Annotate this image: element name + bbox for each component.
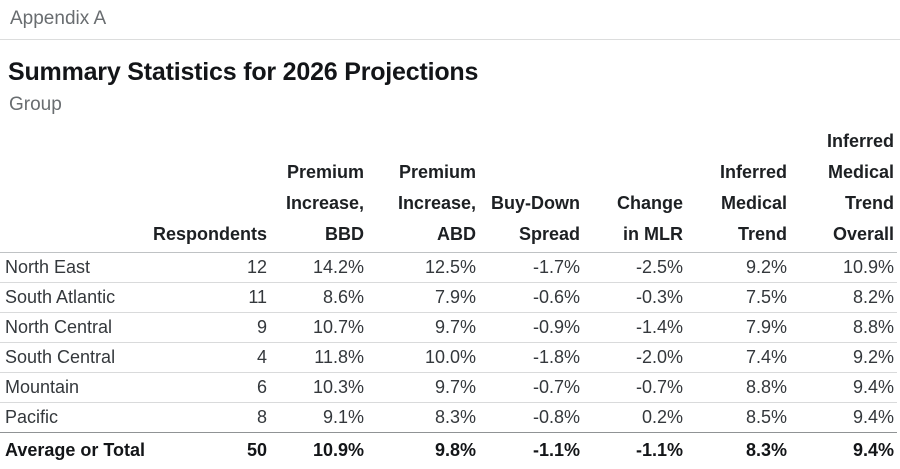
cell-inferred-trend-overall: 9.2% — [790, 342, 897, 373]
cell-change-mlr: -2.5% — [583, 252, 686, 283]
cell-change-mlr: -1.4% — [583, 312, 686, 343]
cell-inferred-trend: 8.8% — [686, 372, 790, 403]
cell-respondents: 9 — [150, 312, 270, 343]
cell-inferred-trend-overall: 9.4% — [790, 372, 897, 403]
col-header-inferred-medical-trend-overall: Inferred Medical Trend Overall — [790, 126, 897, 253]
cell-buydown-spread: -0.7% — [479, 372, 583, 403]
total-inferred-trend: 8.3% — [686, 432, 790, 468]
cell-inferred-trend-overall: 9.4% — [852, 407, 894, 427]
col-header-respondents: Respondents — [150, 126, 270, 253]
cell-premium-bbd: 10.3% — [270, 372, 367, 403]
appendix-label: Appendix A — [10, 8, 107, 29]
table-row: North Central 9 10.7% 9.7% -0.9% -1.4% 7… — [0, 312, 897, 343]
cell-buydown-spread: -1.8% — [479, 342, 583, 373]
cell-region: Mountain — [0, 372, 150, 403]
cell-premium-bbd: 8.6% — [270, 282, 367, 313]
cell-premium-abd: 9.7% — [367, 312, 479, 343]
cell-inferred-trend: 9.2% — [686, 252, 790, 283]
cell-region: South Central — [0, 342, 150, 373]
total-premium-bbd: 10.9% — [270, 432, 367, 468]
page-subtitle: Group — [9, 94, 62, 115]
cell-inferred-trend: 8.5% — [745, 407, 787, 427]
col-header-premium-increase-abd: Premium Increase, ABD — [367, 126, 479, 253]
cell-buydown-spread: -1.7% — [479, 252, 583, 283]
page-title: Summary Statistics for 2026 Projections — [8, 58, 479, 86]
cell-premium-abd: 9.7% — [367, 372, 479, 403]
table-row: South Atlantic 11 8.6% 7.9% -0.6% -0.3% … — [0, 282, 897, 313]
cell-premium-bbd: 11.8% — [270, 342, 367, 373]
cell-premium-abd: 8.3% — [434, 407, 476, 427]
col-header-change-in-mlr: Change in MLR — [583, 126, 686, 253]
cell-inferred-trend: 7.5% — [686, 282, 790, 313]
total-respondents: 50 — [150, 432, 270, 468]
table-row: South Central 4 11.8% 10.0% -1.8% -2.0% … — [0, 342, 897, 373]
table-row: North East 12 14.2% 12.5% -1.7% -2.5% 9.… — [0, 252, 897, 283]
total-inferred-trend-overall: 9.4% — [790, 432, 897, 468]
cell-premium-abd: 10.0% — [367, 342, 479, 373]
cell-region: South Atlantic — [0, 282, 150, 313]
cell-region: North East — [0, 252, 150, 283]
cell-premium-bbd: 10.7% — [270, 312, 367, 343]
cell-inferred-trend-overall: 8.8% — [790, 312, 897, 343]
col-header-region — [0, 126, 150, 253]
cell-region: Pacific — [5, 407, 59, 427]
cell-premium-abd: 7.9% — [367, 282, 479, 313]
col-header-inferred-medical-trend: Inferred Medical Trend — [686, 126, 790, 253]
col-header-buy-down-spread: Buy-Down Spread — [479, 126, 583, 253]
cell-premium-bbd: 14.2% — [270, 252, 367, 283]
table-row: Mountain 6 10.3% 9.7% -0.7% -0.7% 8.8% 9… — [0, 372, 897, 403]
cell-respondents: 12 — [150, 252, 270, 283]
cell-inferred-trend-overall: 8.2% — [790, 282, 897, 313]
summary-statistics-table: Respondents Premium Increase, BBD Premiu… — [0, 126, 897, 468]
header-divider — [0, 39, 900, 40]
cell-change-mlr: -0.7% — [583, 372, 686, 403]
total-premium-abd: 9.8% — [367, 432, 479, 468]
cell-buydown-spread: -0.8% — [532, 407, 580, 427]
cell-respondents: 8 — [256, 407, 267, 427]
table-header-row: Respondents Premium Increase, BBD Premiu… — [0, 126, 897, 253]
total-buydown-spread: -1.1% — [479, 432, 583, 468]
cell-buydown-spread: -0.9% — [479, 312, 583, 343]
table-total-row: Average or Total 50 10.9% 9.8% -1.1% -1.… — [0, 432, 897, 468]
cell-region: North Central — [0, 312, 150, 343]
cell-change-mlr: -2.0% — [583, 342, 686, 373]
total-change-mlr: -1.1% — [583, 432, 686, 468]
cell-premium-bbd: 9.1% — [322, 407, 364, 427]
cell-premium-abd: 12.5% — [367, 252, 479, 283]
cell-respondents: 4 — [150, 342, 270, 373]
cell-buydown-spread: -0.6% — [479, 282, 583, 313]
cell-respondents: 11 — [150, 282, 270, 313]
table-row: Pacific 8 9.1% 8.3% -0.8% 0.2% 8.5% 9.4% — [0, 403, 897, 433]
total-label: Average or Total — [0, 432, 150, 468]
cell-inferred-trend: 7.9% — [686, 312, 790, 343]
cell-change-mlr: -0.3% — [583, 282, 686, 313]
cell-inferred-trend: 7.4% — [686, 342, 790, 373]
cell-respondents: 6 — [150, 372, 270, 403]
cell-change-mlr: 0.2% — [641, 407, 683, 427]
col-header-premium-increase-bbd: Premium Increase, BBD — [270, 126, 367, 253]
cell-inferred-trend-overall: 10.9% — [790, 252, 897, 283]
